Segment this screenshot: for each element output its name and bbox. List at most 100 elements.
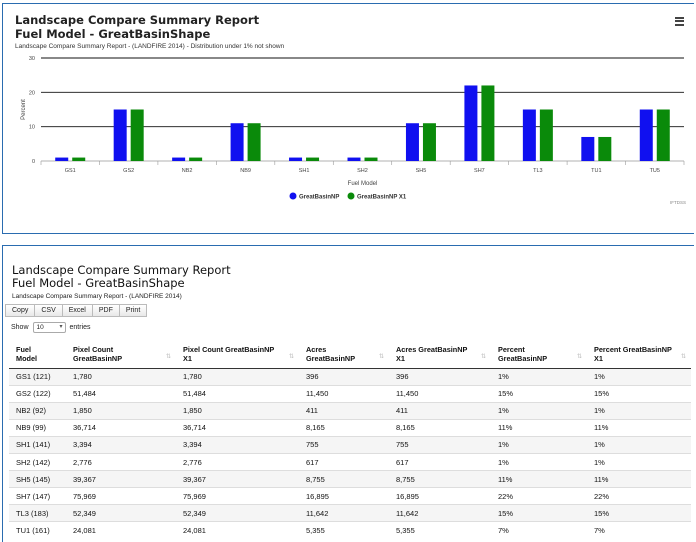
table-cell: 52,349 bbox=[176, 504, 299, 522]
table-row: TL3 (183) 52,349 52,349 11,642 11,642 15% 15% bbox=[9, 504, 691, 522]
column-header[interactable]: Fuel Model bbox=[9, 341, 66, 369]
column-header[interactable]: Acres GreatBasinNP X1 ⇅ bbox=[389, 341, 491, 369]
table-cell: 11,450 bbox=[299, 384, 389, 403]
sort-icon[interactable]: ⇅ bbox=[480, 353, 486, 360]
bar bbox=[55, 157, 69, 161]
bar bbox=[656, 109, 670, 161]
bar bbox=[72, 157, 86, 161]
page-length-select[interactable]: 10 bbox=[32, 322, 66, 333]
table-cell: 7% bbox=[491, 521, 587, 539]
table-cell: 15% bbox=[491, 384, 587, 403]
column-header-line1: Pixel Count bbox=[73, 344, 114, 354]
csv-button[interactable]: CSV bbox=[34, 304, 63, 317]
table-cell: 22% bbox=[587, 487, 691, 505]
excel-button[interactable]: Excel bbox=[61, 304, 93, 317]
table-cell: 11,450 bbox=[389, 384, 491, 403]
x-tick-label: SH5 bbox=[416, 168, 427, 174]
column-header[interactable]: Pixel Count GreatBasinNP X1 ⇅ bbox=[176, 341, 299, 369]
x-tick-label: SH7 bbox=[474, 168, 485, 174]
legend-label: GreatBasinNP bbox=[299, 195, 339, 201]
table-cell: 51,484 bbox=[66, 384, 176, 403]
x-axis-label: Fuel Model bbox=[348, 181, 378, 187]
table-cell: 1% bbox=[587, 368, 691, 386]
table-cell: NB9 (99) bbox=[9, 418, 66, 437]
table-cell: 11% bbox=[587, 418, 691, 437]
sort-icon[interactable]: ⇅ bbox=[288, 353, 294, 360]
column-header-line2: Model bbox=[16, 353, 38, 363]
pdf-button[interactable]: PDF bbox=[91, 304, 120, 317]
table-cell: 36,714 bbox=[66, 418, 176, 437]
legend-marker bbox=[347, 192, 355, 200]
bar bbox=[364, 157, 378, 161]
table-cell: 396 bbox=[389, 368, 491, 386]
table-cell: 5,355 bbox=[299, 521, 389, 539]
table-cell: 1% bbox=[491, 401, 587, 420]
table-cell: 22% bbox=[491, 487, 587, 505]
column-header[interactable]: Pixel Count GreatBasinNP ⇅ bbox=[66, 341, 176, 369]
table-cell: 1% bbox=[491, 368, 587, 386]
table-cell: 1% bbox=[491, 435, 587, 454]
x-tick-label: SH2 bbox=[357, 168, 368, 174]
table-cell: GS2 (122) bbox=[9, 384, 66, 403]
table-row: SH1 (141) 3,394 3,394 755 755 1% 1% bbox=[9, 435, 691, 454]
table-title-line2: Fuel Model - GreatBasinShape bbox=[12, 276, 185, 290]
table-cell: SH5 (145) bbox=[9, 470, 66, 488]
column-header[interactable]: Percent GreatBasinNP ⇅ bbox=[491, 341, 587, 369]
table-cell: 11,642 bbox=[299, 504, 389, 522]
table-cell: 39,367 bbox=[66, 470, 176, 488]
column-header[interactable]: Percent GreatBasinNP X1 ⇅ bbox=[587, 341, 691, 369]
sort-icon[interactable]: ⇅ bbox=[576, 353, 582, 360]
legend-marker bbox=[289, 192, 297, 200]
column-header-line2: GreatBasinNP bbox=[306, 353, 356, 363]
column-header-line2: GreatBasinNP bbox=[73, 353, 123, 363]
table-cell: 8,755 bbox=[299, 470, 389, 488]
table-cell: 755 bbox=[389, 435, 491, 454]
table-cell: 11,642 bbox=[389, 504, 491, 522]
table-cell: 1,850 bbox=[66, 401, 176, 420]
bar bbox=[639, 109, 653, 161]
x-tick-label: NB9 bbox=[240, 168, 251, 174]
table-cell: TL3 (183) bbox=[9, 504, 66, 522]
hamburger-icon[interactable] bbox=[675, 17, 684, 26]
bar bbox=[247, 123, 261, 161]
bar bbox=[130, 109, 144, 161]
table-row: SH2 (142) 2,776 2,776 617 617 1% 1% bbox=[9, 452, 691, 471]
chart-panel: 0 10 20 30 Percent Fuel Model GS1 GS2 NB2 NB9 SH1 S… bbox=[2, 3, 694, 234]
column-header-line1: Acres bbox=[306, 344, 327, 354]
x-tick-label: GS1 bbox=[65, 168, 76, 174]
table-cell: 16,895 bbox=[299, 487, 389, 505]
bar bbox=[422, 123, 436, 161]
column-header[interactable]: Acres GreatBasinNP ⇅ bbox=[299, 341, 389, 369]
table-cell: 617 bbox=[299, 452, 389, 471]
bar bbox=[347, 157, 361, 161]
table-cell: 11% bbox=[491, 470, 587, 488]
table-cell: 11% bbox=[587, 470, 691, 488]
copy-button[interactable]: Copy bbox=[5, 304, 36, 317]
bar bbox=[464, 85, 478, 161]
column-header-line1: Acres GreatBasinNP bbox=[396, 344, 468, 354]
table-cell: 411 bbox=[389, 401, 491, 420]
table-cell: 75,969 bbox=[66, 487, 176, 505]
table-cell: 16,895 bbox=[389, 487, 491, 505]
y-tick-label: 0 bbox=[32, 159, 35, 165]
sort-icon[interactable]: ⇅ bbox=[165, 353, 171, 360]
print-button[interactable]: Print bbox=[118, 304, 148, 317]
table-row: NB2 (92) 1,850 1,850 411 411 1% 1% bbox=[9, 401, 691, 420]
table-cell: 617 bbox=[389, 452, 491, 471]
table-cell: 51,484 bbox=[176, 384, 299, 403]
sort-icon[interactable]: ⇅ bbox=[680, 353, 686, 360]
x-tick-label: SH1 bbox=[299, 168, 310, 174]
table-cell: 1,780 bbox=[66, 368, 176, 386]
y-axis-label: Percent bbox=[21, 99, 27, 120]
table-row: NB9 (99) 36,714 36,714 8,165 8,165 11% 11% bbox=[9, 418, 691, 437]
bar bbox=[189, 157, 203, 161]
table-cell: 1% bbox=[587, 401, 691, 420]
table-cell: 1% bbox=[491, 452, 587, 471]
table-cell: SH7 (147) bbox=[9, 487, 66, 505]
sort-icon[interactable]: ⇅ bbox=[378, 353, 384, 360]
show-label: Show bbox=[11, 324, 29, 331]
table-row: SH7 (147) 75,969 75,969 16,895 16,895 22% 22% bbox=[9, 487, 691, 505]
table-cell: 3,394 bbox=[176, 435, 299, 454]
bar bbox=[289, 157, 303, 161]
table-panel: Landscape Compare Summary Report Fuel Mo… bbox=[2, 245, 694, 542]
